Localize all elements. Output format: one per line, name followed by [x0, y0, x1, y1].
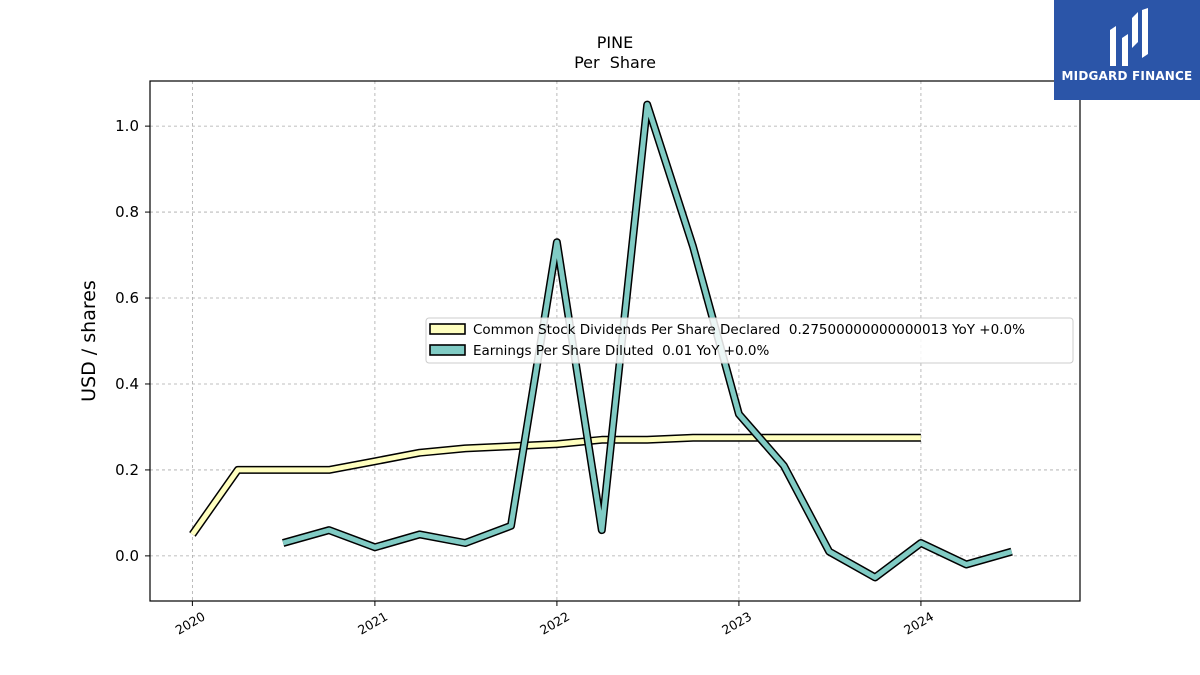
series-1-line: [282, 102, 1013, 580]
y-tick-label: 0.2: [115, 461, 139, 479]
grid: [150, 81, 1080, 601]
legend-box: [425, 317, 1074, 364]
series-layer: [189, 100, 1013, 582]
legend-swatch-dividends: [429, 323, 466, 335]
x-tick-label: 2023: [719, 609, 754, 638]
legend-label-eps: Earnings Per Share Diluted 0.01 YoY +0.0…: [473, 343, 770, 359]
chart-title: PINE: [597, 33, 633, 52]
series-0-line: [190, 435, 921, 536]
chart-subtitle: Per Share: [574, 53, 656, 72]
brand-name: MIDGARD FINANCE: [1061, 69, 1193, 83]
y-axis-label: USD / shares: [78, 280, 100, 402]
midgard-logo-icon: [1110, 8, 1148, 66]
x-tick-label: 2022: [537, 609, 572, 638]
y-tick-label: 0.4: [115, 375, 139, 393]
y-tick-label: 0.0: [115, 547, 139, 565]
legend-label-dividends: Common Stock Dividends Per Share Declare…: [473, 322, 1025, 338]
y-tick-label: 1.0: [115, 117, 139, 135]
brand-logo: MIDGARD FINANCE: [1054, 0, 1200, 100]
axes: 0.0 0.2 0.4 0.6 0.8 1.0 2020 2021 2022 2023 2024: [115, 117, 936, 637]
x-tick-label: 2020: [173, 609, 208, 638]
x-tick-label: 2024: [901, 609, 936, 638]
legend-swatch-eps: [429, 344, 466, 356]
plot-frame: [149, 80, 1081, 602]
y-tick-label: 0.6: [115, 289, 139, 307]
x-tick-label: 2021: [355, 609, 390, 638]
legend: Common Stock Dividends Per Share Declare…: [425, 317, 1074, 364]
y-tick-label: 0.8: [115, 203, 139, 221]
